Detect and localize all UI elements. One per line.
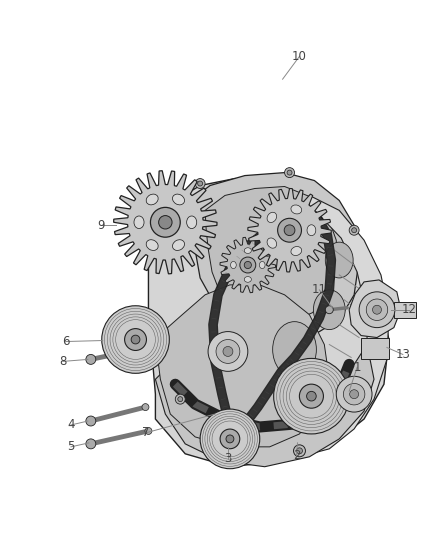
Text: 3: 3 [224,453,232,465]
Circle shape [300,384,323,408]
Circle shape [293,445,305,457]
Circle shape [287,170,292,175]
Circle shape [208,332,248,372]
Text: 6: 6 [62,335,70,348]
Polygon shape [361,337,389,359]
Circle shape [86,439,96,449]
Text: 8: 8 [59,355,67,368]
Polygon shape [275,196,389,457]
Polygon shape [220,237,276,293]
Ellipse shape [314,290,345,329]
Circle shape [307,391,316,401]
Text: 11: 11 [312,284,327,296]
Ellipse shape [267,238,277,248]
Circle shape [102,306,170,373]
Polygon shape [114,171,217,274]
Text: 5: 5 [67,440,74,454]
Ellipse shape [173,240,184,251]
Circle shape [373,305,381,314]
Polygon shape [148,179,389,467]
Circle shape [366,299,388,320]
Polygon shape [155,285,329,447]
Circle shape [297,448,303,454]
Ellipse shape [244,248,251,254]
Circle shape [150,207,180,237]
Circle shape [325,306,333,314]
Circle shape [359,292,395,328]
Circle shape [352,228,357,233]
Text: 1: 1 [353,361,361,374]
Polygon shape [248,189,331,272]
Ellipse shape [273,321,316,377]
Circle shape [142,403,149,410]
Ellipse shape [230,262,236,269]
Circle shape [131,335,140,344]
Text: 4: 4 [67,418,75,432]
Ellipse shape [291,247,302,255]
Circle shape [285,168,294,177]
Text: 12: 12 [401,303,416,316]
Circle shape [336,376,372,412]
Text: 9: 9 [97,219,105,232]
Polygon shape [190,173,359,340]
Text: 7: 7 [142,426,149,439]
Ellipse shape [187,216,197,229]
Circle shape [240,257,256,273]
Ellipse shape [173,194,184,205]
Ellipse shape [146,194,158,205]
Circle shape [339,382,349,392]
Ellipse shape [244,277,251,282]
Ellipse shape [134,216,144,229]
Circle shape [350,390,359,399]
Ellipse shape [146,240,158,251]
Polygon shape [155,344,374,467]
Circle shape [220,429,240,449]
Circle shape [198,181,203,186]
Circle shape [86,354,96,365]
Text: 10: 10 [292,50,307,63]
Circle shape [284,225,295,236]
Circle shape [124,329,146,351]
Circle shape [216,340,240,364]
Ellipse shape [259,262,265,269]
Circle shape [175,394,185,404]
Circle shape [159,215,172,229]
Polygon shape [349,280,401,337]
Ellipse shape [267,212,277,222]
Ellipse shape [307,225,316,236]
Ellipse shape [325,242,353,278]
Circle shape [223,346,233,357]
Circle shape [244,261,251,269]
Polygon shape [205,187,337,325]
Circle shape [278,219,301,242]
Circle shape [178,397,183,402]
Circle shape [226,435,234,443]
Circle shape [349,225,359,235]
Circle shape [145,427,152,434]
Ellipse shape [291,205,302,214]
Circle shape [343,383,365,405]
Text: 13: 13 [396,348,410,361]
Text: 2: 2 [293,449,300,462]
Bar [394,302,416,318]
Circle shape [86,416,96,426]
Circle shape [200,409,260,469]
Circle shape [274,358,349,434]
Circle shape [342,385,347,390]
Circle shape [195,179,205,189]
